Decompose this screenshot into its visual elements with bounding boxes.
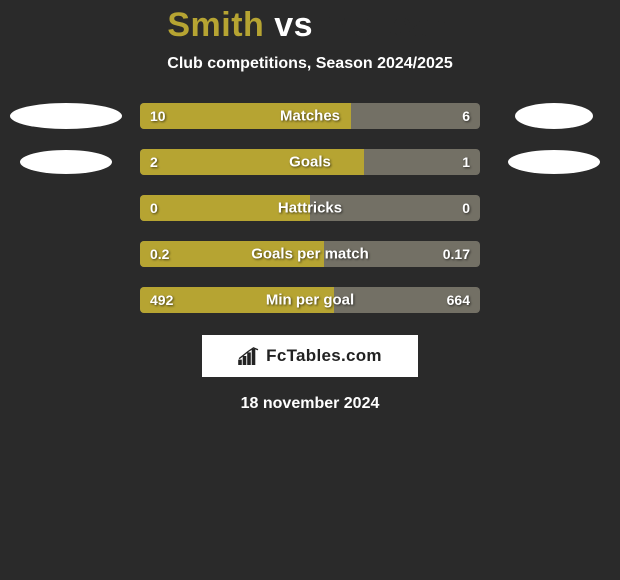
left-slot bbox=[10, 103, 122, 129]
right-slot bbox=[498, 150, 610, 174]
left-slot bbox=[10, 150, 122, 174]
date: 18 november 2024 bbox=[0, 395, 620, 413]
player-left-marker bbox=[10, 103, 122, 129]
stat-row: 0.2 0.17 Goals per match bbox=[0, 241, 620, 267]
stat-bar: 10 6 Matches bbox=[140, 103, 480, 129]
stat-value-right: 0 bbox=[462, 200, 470, 216]
subtitle: Club competitions, Season 2024/2025 bbox=[0, 55, 620, 73]
page-title: Smith vs McLean bbox=[0, 6, 620, 45]
stat-value-left: 10 bbox=[150, 108, 166, 124]
right-slot bbox=[498, 103, 610, 129]
stat-value-right: 0.17 bbox=[443, 246, 470, 262]
stat-row: 2 1 Goals bbox=[0, 149, 620, 175]
stat-bar: 0 0 Hattricks bbox=[140, 195, 480, 221]
stat-bar: 0.2 0.17 Goals per match bbox=[140, 241, 480, 267]
stat-label: Matches bbox=[280, 108, 340, 125]
stat-row: 492 664 Min per goal bbox=[0, 287, 620, 313]
stat-label: Goals bbox=[289, 154, 331, 171]
player-left-marker bbox=[20, 150, 112, 174]
player-right-marker bbox=[515, 103, 593, 129]
stat-label: Min per goal bbox=[266, 292, 354, 309]
title-player-left: Smith bbox=[167, 6, 264, 44]
stat-row: 10 6 Matches bbox=[0, 103, 620, 129]
stat-value-left: 0.2 bbox=[150, 246, 169, 262]
stat-row: 0 0 Hattricks bbox=[0, 195, 620, 221]
stat-rows: 10 6 Matches 2 1 Goals 0 0 Hattricks 0.2 0.17 Goals… bbox=[0, 103, 620, 313]
stat-value-right: 664 bbox=[447, 292, 470, 308]
brand-text: FcTables.com bbox=[266, 346, 382, 366]
stat-value-left: 2 bbox=[150, 154, 158, 170]
brand-box: FcTables.com bbox=[202, 335, 418, 377]
stat-value-right: 1 bbox=[462, 154, 470, 170]
stat-value-left: 0 bbox=[150, 200, 158, 216]
stat-value-left: 492 bbox=[150, 292, 173, 308]
title-vs: vs bbox=[274, 6, 313, 44]
stat-label: Hattricks bbox=[278, 200, 342, 217]
stat-label: Goals per match bbox=[251, 246, 369, 263]
stat-value-right: 6 bbox=[462, 108, 470, 124]
stat-bar: 2 1 Goals bbox=[140, 149, 480, 175]
player-right-marker bbox=[508, 150, 600, 174]
comparison-card: Smith vs McLean Club competitions, Seaso… bbox=[0, 0, 620, 413]
bars-icon bbox=[238, 347, 260, 365]
stat-bar: 492 664 Min per goal bbox=[140, 287, 480, 313]
title-player-right: McLean bbox=[323, 6, 453, 44]
